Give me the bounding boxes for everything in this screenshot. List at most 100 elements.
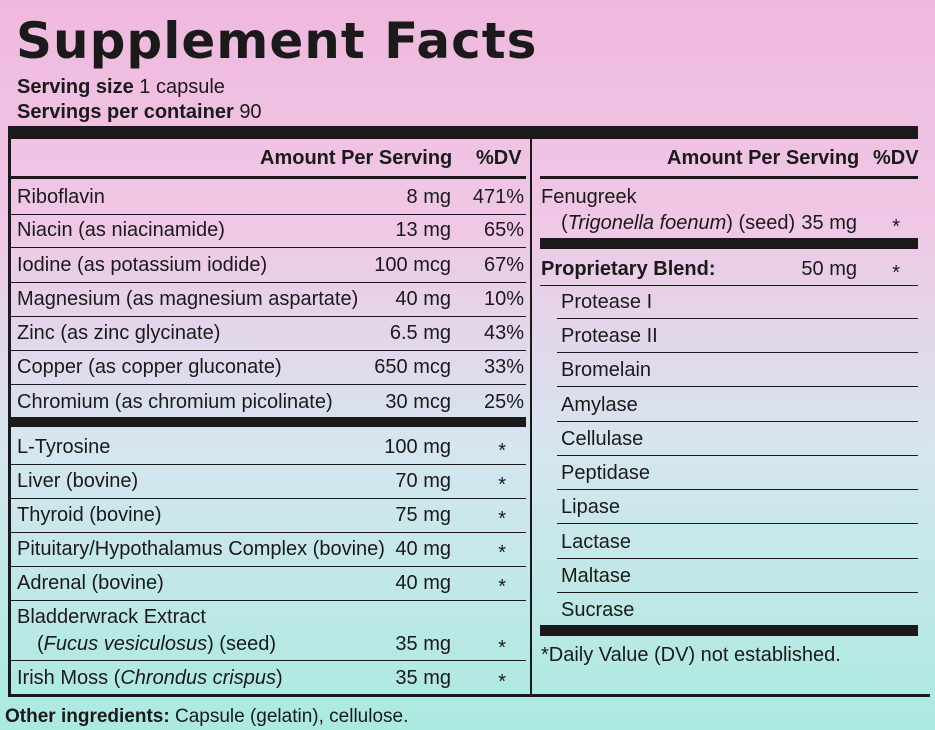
row-rule	[11, 498, 526, 499]
nutrient-name: Chromium (as chromium picolinate)	[17, 391, 333, 413]
enzyme-name: Cellulase	[561, 428, 644, 450]
right-header-amount: Amount Per Serving	[667, 147, 860, 169]
enzyme-name: Peptidase	[561, 462, 650, 484]
nutrient-name: Zinc (as zinc glycinate)	[17, 322, 221, 344]
fenugreek-amount: 35 mg	[801, 212, 857, 234]
left-header-rule	[11, 176, 526, 179]
row-rule	[557, 523, 918, 524]
row-rule	[11, 464, 526, 465]
ingredient-name: L-Tyrosine	[17, 436, 111, 458]
column-divider	[530, 139, 532, 696]
ingredient-amount: 100 mg	[384, 436, 451, 458]
left-mid-thick-bar	[11, 417, 526, 427]
enzyme-name: Lipase	[561, 496, 620, 518]
row-rule	[557, 352, 918, 353]
ingredient-name: Pituitary/Hypothalamus Complex (bovine)	[17, 538, 385, 560]
right-header-dv: %DV	[873, 147, 919, 169]
row-rule	[557, 592, 918, 593]
ingredient-dv: *	[498, 474, 506, 496]
nutrient-name: Niacin (as niacinamide)	[17, 219, 225, 241]
row-rule	[557, 318, 918, 319]
nutrient-dv: 471%	[472, 186, 524, 208]
fenugreek-dv: *	[892, 216, 900, 238]
row-rule	[557, 421, 918, 422]
ingredient-dv: *	[498, 576, 506, 598]
right-header-rule	[540, 176, 918, 179]
enzyme-name: Bromelain	[561, 359, 652, 381]
ingredient-name: Adrenal (bovine)	[17, 572, 164, 594]
bladderwrack-latin: (Fucus vesiculosus) (seed)	[37, 633, 276, 655]
ingredient-name: Thyroid (bovine)	[17, 504, 162, 526]
row-rule	[557, 455, 918, 456]
other-ingredients: Other ingredients: Capsule (gelatin), ce…	[5, 705, 408, 729]
nutrient-amount: 650 mcg	[374, 356, 451, 378]
bottom-border	[8, 694, 930, 697]
blend-name: Proprietary Blend:	[541, 258, 716, 280]
fenugreek-latin: (Trigonella foenum) (seed)	[561, 212, 796, 234]
enzyme-name: Amylase	[561, 394, 638, 416]
nutrient-dv: 65%	[483, 219, 524, 241]
row-rule	[557, 489, 918, 490]
row-rule	[11, 316, 526, 317]
nutrient-name: Copper (as copper gluconate)	[17, 356, 282, 378]
other-ingredients-label: Other ingredients:	[5, 706, 170, 727]
top-thick-bar	[8, 126, 918, 139]
blend-dv: *	[892, 262, 900, 284]
ingredient-amount: 40 mg	[395, 572, 451, 594]
enzyme-name: Maltase	[561, 565, 632, 587]
row-rule	[11, 532, 526, 533]
nutrient-dv: 10%	[483, 288, 524, 310]
right-thick-bar	[540, 238, 918, 249]
enzyme-name: Lactase	[561, 531, 632, 553]
bladderwrack-dv: *	[498, 637, 506, 659]
nutrient-name: Iodine (as potassium iodide)	[17, 254, 268, 276]
row-rule	[11, 350, 526, 351]
bladderwrack-name: Bladderwrack Extract	[17, 606, 206, 628]
row-rule	[11, 247, 526, 248]
ingredient-dv: *	[498, 440, 506, 462]
serving-size: Serving size 1 capsule	[17, 75, 225, 99]
ingredient-amount: 75 mg	[395, 504, 451, 526]
enzyme-name: Protease II	[561, 325, 658, 347]
row-rule	[11, 566, 526, 567]
row-rule	[11, 214, 526, 215]
other-ingredients-value: Capsule (gelatin), cellulose.	[174, 706, 409, 727]
fenugreek-name: Fenugreek	[541, 186, 637, 208]
panel-title: Supplement Facts	[16, 12, 538, 70]
nutrient-amount: 13 mg	[395, 219, 451, 241]
ingredient-amount: 40 mg	[395, 538, 451, 560]
nutrient-amount: 100 mcg	[374, 254, 451, 276]
left-header-dv: %DV	[476, 147, 522, 169]
enzyme-name: Sucrase	[561, 599, 635, 621]
row-rule	[11, 282, 526, 283]
row-rule	[11, 600, 526, 601]
bladderwrack-rule	[11, 660, 526, 661]
nutrient-amount: 30 mcg	[385, 391, 451, 413]
ingredient-dv: *	[498, 542, 506, 564]
servings-label: Servings per container	[17, 101, 234, 123]
row-rule	[11, 384, 526, 385]
nutrient-dv: 33%	[483, 356, 524, 378]
nutrient-dv: 25%	[483, 391, 524, 413]
nutrient-amount: 8 mg	[406, 186, 451, 208]
ingredient-amount: 70 mg	[395, 470, 451, 492]
nutrient-name: Magnesium (as magnesium aspartate)	[17, 288, 359, 310]
nutrient-dv: 43%	[483, 322, 524, 344]
bladderwrack-amount: 35 mg	[395, 633, 451, 655]
irish-moss-dv: *	[498, 671, 506, 693]
footnote: *Daily Value (DV) not established.	[541, 644, 841, 666]
ingredient-name: Liver (bovine)	[17, 470, 139, 492]
left-header-amount: Amount Per Serving	[260, 147, 453, 169]
irish-moss-amount: 35 mg	[395, 667, 451, 689]
left-border	[8, 126, 11, 696]
blend-amount: 50 mg	[801, 258, 857, 280]
nutrient-dv: 67%	[483, 254, 524, 276]
servings-value: 90	[239, 101, 262, 123]
row-rule	[557, 558, 918, 559]
enzyme-name: Protease I	[561, 291, 653, 313]
nutrient-name: Riboflavin	[17, 186, 105, 208]
nutrient-amount: 40 mg	[395, 288, 451, 310]
blend-rule	[540, 285, 918, 286]
right-bottom-thick-bar	[540, 625, 918, 636]
ingredient-dv: *	[498, 508, 506, 530]
